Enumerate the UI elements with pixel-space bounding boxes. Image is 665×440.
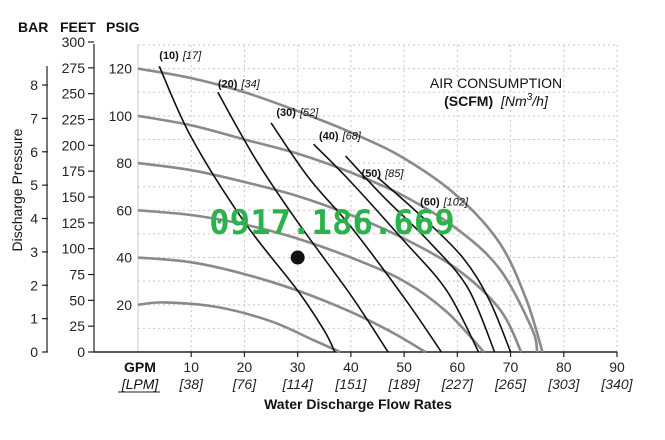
air-curve-5 (376, 176, 512, 353)
air-curve-4 (344, 155, 496, 353)
pressure-curve-5 (137, 67, 544, 353)
feet-tick-label: 225 (62, 112, 86, 128)
air-curves: (10) [17] (20) [34] (30) [52](40) [68] (50) [85]… (158, 50, 512, 353)
x-tick-label-gpm: 70 (503, 359, 519, 375)
y-header-psig: PSIG (106, 19, 140, 35)
air-curve-2 (270, 122, 443, 353)
bar-tick-label: 4 (30, 211, 38, 227)
bar-tick-label: 1 (30, 311, 38, 327)
pressure-curve-2 (137, 209, 485, 353)
bar-tick-label: 7 (30, 110, 38, 126)
x-tick-label-lpm: [303] (547, 376, 580, 392)
feet-tick-label: 275 (62, 60, 86, 76)
x-tick-label-lpm: [38] (179, 376, 204, 392)
x-tick-label-gpm: 50 (396, 359, 412, 375)
air-curve-label: (60) [102] (420, 197, 469, 209)
x-tick-label-lpm: [151] (334, 376, 367, 392)
grid (93, 44, 618, 353)
air-curve-label: (40) [68] (319, 130, 362, 142)
feet-tick-label: 250 (62, 86, 86, 102)
feet-tick-label: 75 (69, 267, 85, 283)
pressure-curve-3 (137, 161, 523, 353)
x-tick-label-lpm: [189] (388, 376, 421, 392)
x-unit-secondary: [LPM] (121, 376, 160, 392)
feet-tick-label: 25 (69, 318, 85, 334)
psig-tick-label: 120 (109, 61, 133, 77)
legend-units: (SCFM) [Nm3/h] (444, 92, 549, 109)
y-axis-label: Discharge Pressure (9, 128, 25, 251)
pressure-curve-0 (137, 301, 341, 354)
x-tick-label-gpm: 10 (183, 359, 199, 375)
air-curve-0 (158, 65, 336, 353)
air-curve-label: (20) [34] (218, 79, 261, 91)
psig-tick-label: 40 (116, 250, 132, 266)
bar-tick-label: 3 (30, 244, 38, 260)
x-tick-label-lpm: [76] (232, 376, 257, 392)
bar-tick-label: 5 (30, 177, 38, 193)
psig-tick-label: 20 (116, 297, 132, 313)
x-tick-label-lpm: [340] (600, 376, 633, 392)
psig-tick-label: 60 (116, 202, 132, 218)
x-tick-label-gpm: 20 (237, 359, 253, 375)
x-tick-label-lpm: [227] (441, 376, 474, 392)
x-tick-label-gpm: 90 (609, 359, 625, 375)
x-unit-primary: GPM (124, 359, 156, 375)
y-feet-ticks: 0 25 50 75 100 125 150 175 200 225 250 275 300 (62, 34, 94, 360)
x-axis-label: Water Discharge Flow Rates (264, 396, 452, 412)
feet-tick-label: 125 (62, 215, 86, 231)
bar-tick-label: 0 (30, 344, 38, 360)
air-curve-label: (50) [85] (362, 168, 405, 180)
operating-point-marker (290, 250, 305, 265)
x-tick-label-gpm: 60 (450, 359, 466, 375)
y-header-feet: FEET (60, 19, 96, 35)
y-header-bar: BAR (18, 19, 48, 35)
bar-tick-label: 8 (30, 77, 38, 93)
bar-tick-label: 6 (30, 144, 38, 160)
feet-tick-label: 300 (62, 34, 86, 50)
air-curve-label: (10) [17] (159, 50, 202, 62)
x-tick-label-lpm: [114] (282, 376, 314, 392)
legend-units-tail: /h] (531, 93, 549, 109)
psig-tick-label: 80 (116, 155, 132, 171)
air-curve-1 (217, 91, 389, 353)
x-tick-label-gpm: 80 (556, 359, 572, 375)
bar-tick-label: 2 (30, 277, 38, 293)
y-psig-ticks: 20 40 60 80 100 120 (109, 61, 133, 313)
x-tick-label-lpm: [265] (494, 376, 527, 392)
feet-tick-label: 150 (62, 189, 86, 205)
x-ticks: 10[38] 20[76] 30[114] 40[151] 50[189] 60[227]… (179, 352, 634, 392)
watermark-phone-number: 0917.186.669 (209, 203, 455, 243)
air-curve-label: (30) [52] (276, 107, 319, 119)
feet-tick-label: 100 (62, 241, 86, 257)
psig-tick-label: 100 (109, 108, 133, 124)
feet-tick-label: 175 (62, 163, 86, 179)
y-bar-ticks: 0 1 2 3 4 5 6 7 8 (30, 66, 48, 360)
legend-title: AIR CONSUMPTION (430, 75, 562, 91)
x-tick-label-gpm: 30 (290, 359, 306, 375)
pressure-curve-4 (137, 114, 539, 353)
air-curve-3 (313, 143, 480, 353)
x-tick-label-gpm: 40 (343, 359, 359, 375)
legend-units-sup: 3 (527, 92, 533, 103)
legend-units-italic: [Nm (500, 93, 527, 109)
feet-tick-label: 50 (69, 292, 85, 308)
feet-tick-label: 200 (62, 137, 86, 153)
legend-units-bold: (SCFM) (444, 93, 493, 109)
feet-tick-label: 0 (77, 344, 85, 360)
